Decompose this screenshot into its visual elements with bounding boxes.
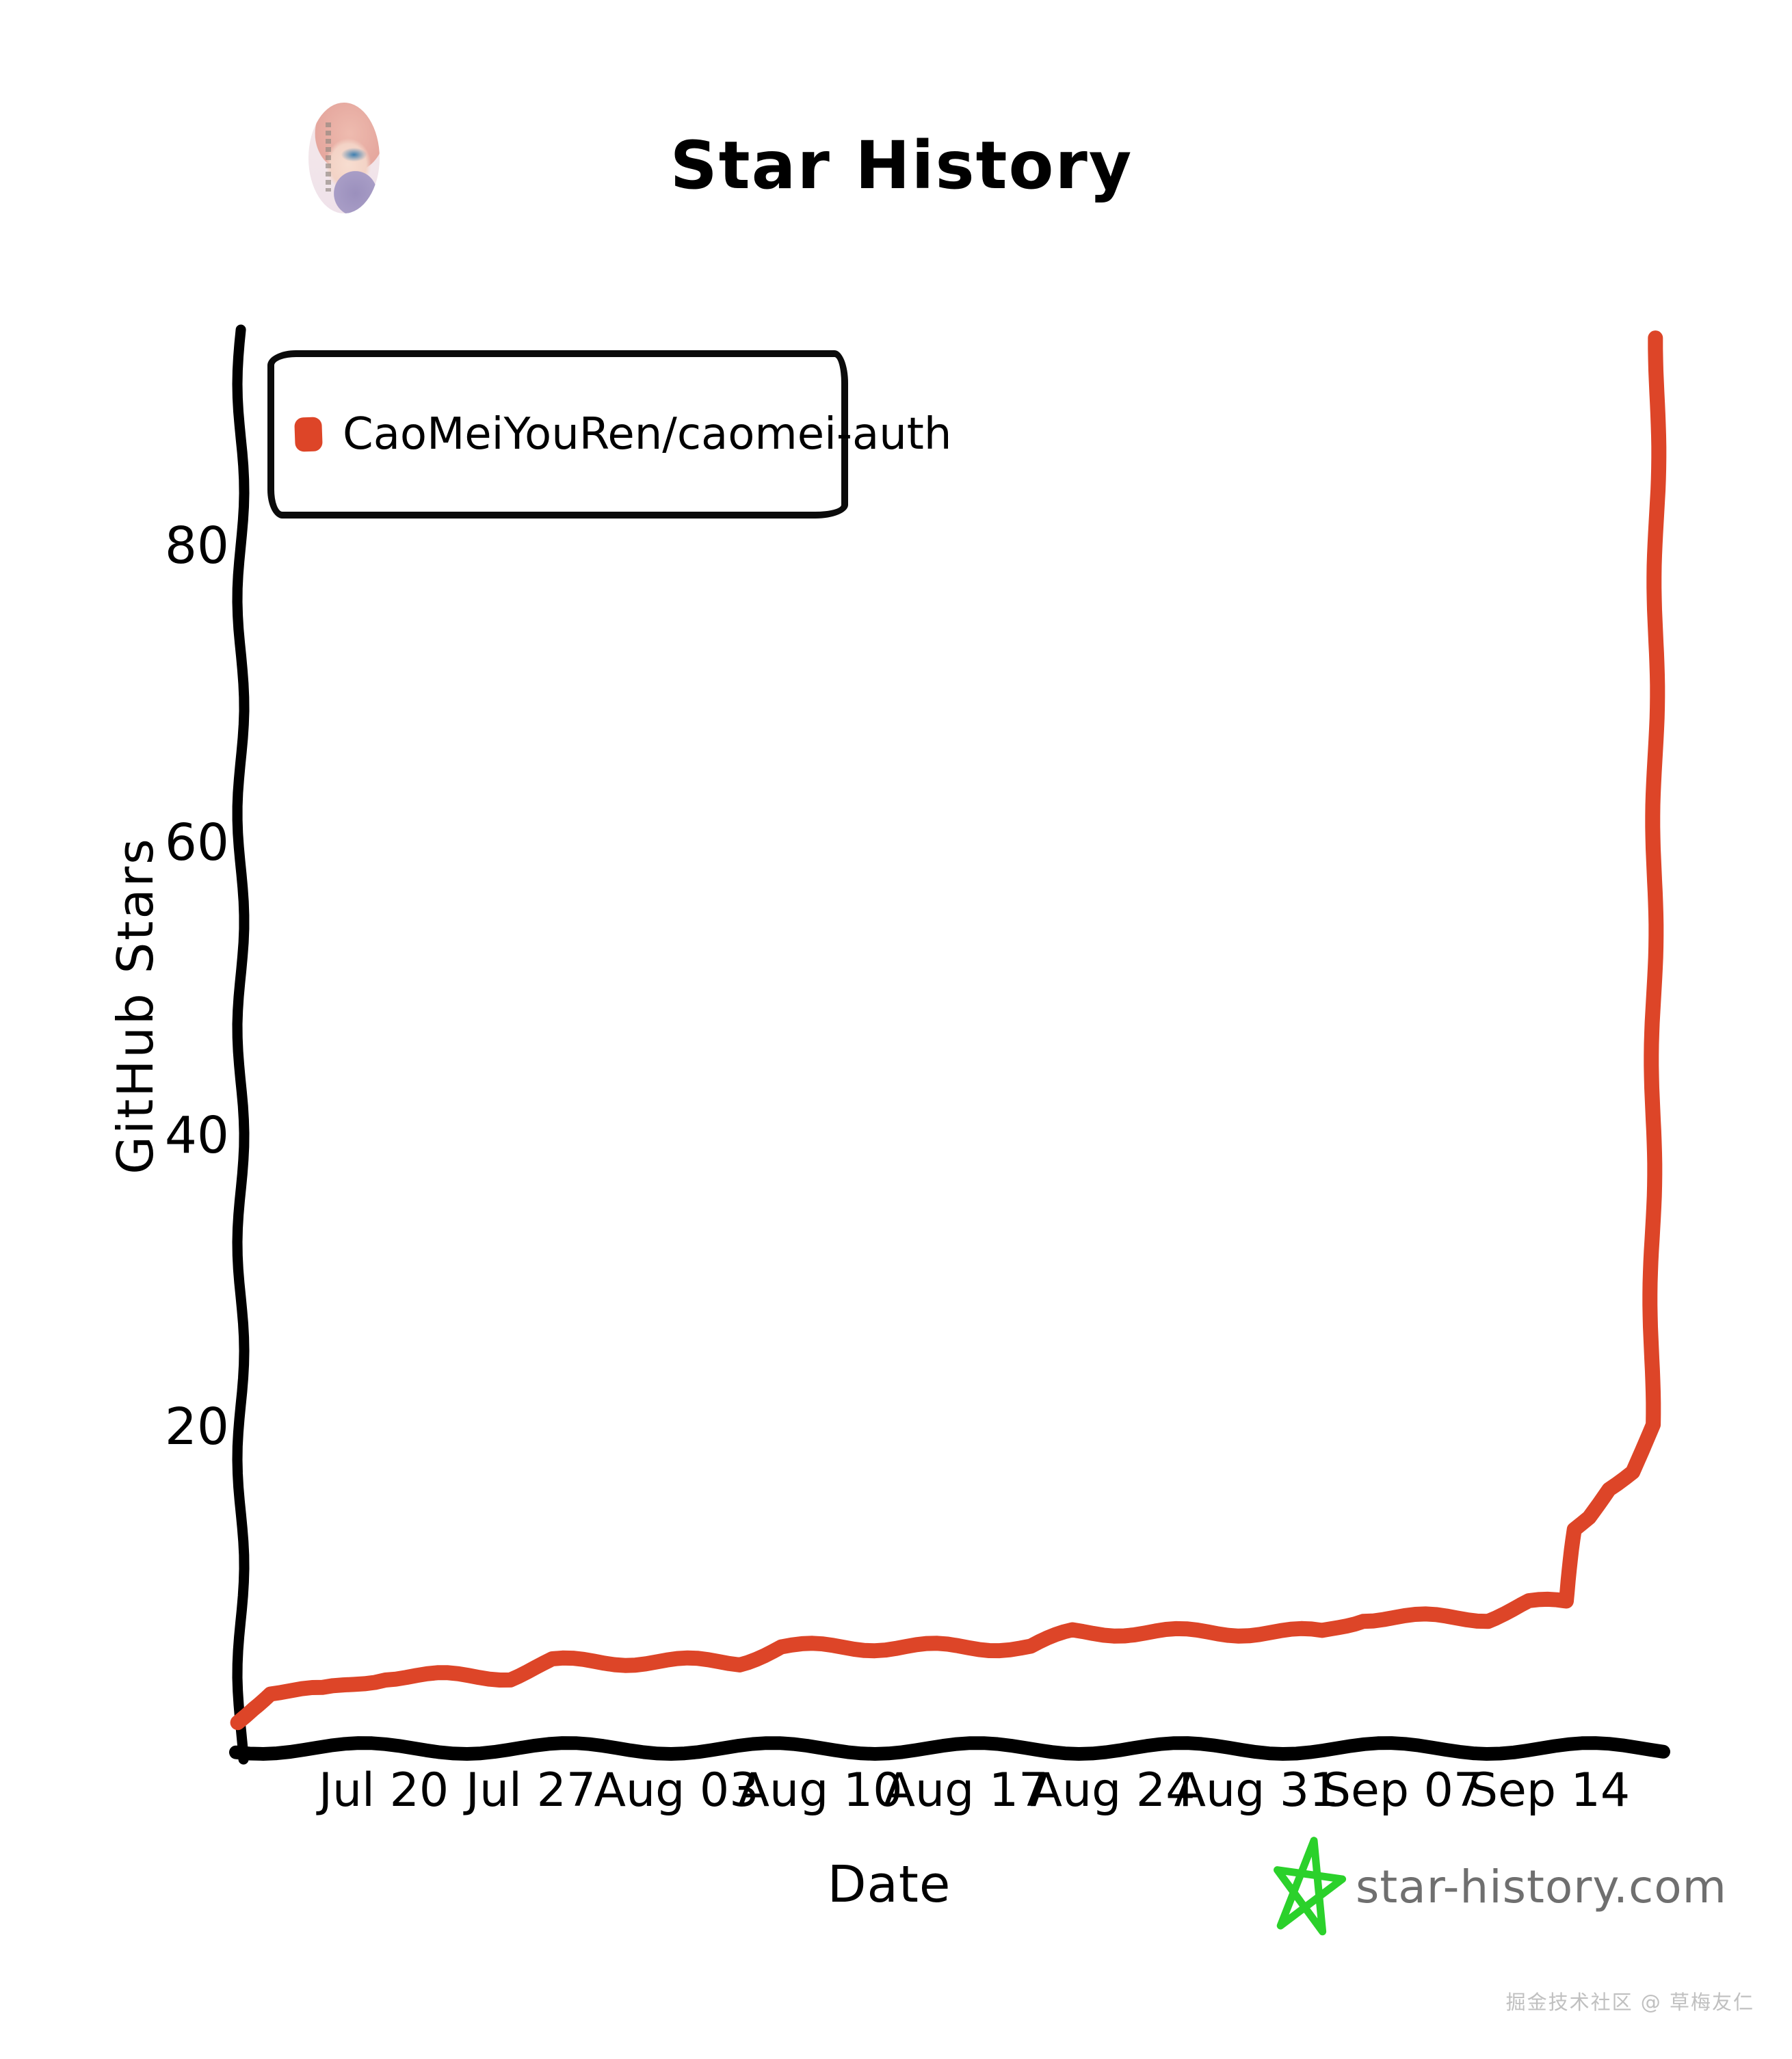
y-tick-60: 60 — [164, 813, 229, 872]
avatar-signature-strip — [325, 122, 331, 192]
legend-label: CaoMeiYouRen/caomei-auth — [343, 409, 952, 460]
x-tick-aug-24: Aug 24 — [1030, 1763, 1196, 1818]
y-tick-40: 40 — [164, 1106, 229, 1165]
y-tick-80: 80 — [164, 516, 229, 575]
y-axis-line — [232, 324, 250, 1765]
watermark: 掘金技术社区 @ 草梅友仁 — [1505, 1991, 1754, 2014]
x-tick-aug-03: Aug 03 — [594, 1763, 759, 1818]
page-title: Star History — [670, 127, 1133, 204]
y-tick-20: 20 — [164, 1398, 229, 1456]
star-history-logo-text: star-history.com — [1356, 1861, 1727, 1913]
series-line — [230, 330, 1667, 1731]
x-axis-title: Date — [827, 1855, 951, 1914]
x-tick-jul-27: Jul 27 — [465, 1763, 596, 1818]
x-tick-aug-31: Aug 31 — [1174, 1763, 1339, 1818]
avatar — [308, 103, 380, 213]
x-tick-jul-20: Jul 20 — [318, 1763, 449, 1818]
x-tick-sep-07: Sep 07 — [1321, 1763, 1484, 1818]
x-axis-line — [229, 1736, 1670, 1761]
legend: CaoMeiYouRen/caomei-auth — [267, 350, 951, 519]
x-tick-aug-17: Aug 17 — [883, 1763, 1049, 1818]
star-icon — [1274, 1837, 1347, 1936]
x-tick-aug-10: Aug 10 — [737, 1763, 903, 1818]
x-tick-sep-14: Sep 14 — [1468, 1763, 1631, 1818]
